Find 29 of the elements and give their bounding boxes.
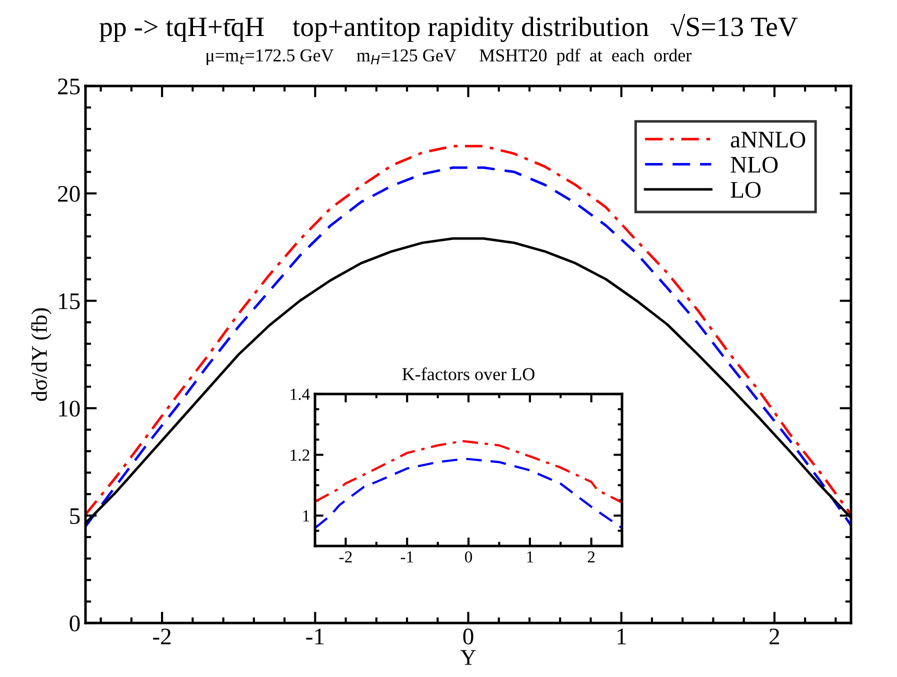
x-tick-label: 2 (770, 628, 780, 644)
line-series (315, 458, 622, 530)
x-tick-label: -1 (306, 628, 324, 644)
y-tick-label: 1.4 (290, 388, 310, 400)
x-tick-label: 1 (618, 628, 626, 644)
y-tick-label: 10 (59, 400, 80, 417)
x-tick-label: -2 (339, 551, 352, 562)
y-tick-label: 0 (70, 615, 80, 632)
y-axis-title: dσ/dY (fb) (31, 308, 52, 401)
x-axis-title: Y (460, 650, 476, 665)
x-tick-label: 1 (527, 551, 534, 562)
legend-label: aNNLO (730, 132, 806, 148)
legend-label: LO (730, 182, 761, 198)
x-tick-label: 2 (588, 551, 595, 562)
y-tick-label: 5 (70, 508, 80, 524)
y-tick-label: 1 (303, 510, 310, 522)
y-tick-label: 15 (59, 293, 80, 310)
x-tick-label: -2 (153, 628, 171, 644)
y-tick-label: 1.2 (290, 450, 310, 461)
x-tick-label: 0 (463, 628, 474, 644)
chart-subtitle: μ=m$_{t}$=172.5 GeV m$_{H}$=125 GeV MSHT20 pdf at each order (206, 48, 692, 66)
legend-label: NLO (730, 156, 778, 173)
line-series (315, 440, 622, 504)
chart-title: pp -> tqH+t̄qH top+antitop rapidity distribution √S=13 TeV (100, 14, 798, 42)
x-tick-label: 0 (464, 551, 472, 563)
x-tick-label: -1 (400, 551, 414, 562)
y-tick-label: 20 (58, 186, 80, 202)
chart-title: K-factors over LO (402, 367, 534, 380)
y-tick-label: 25 (58, 78, 80, 94)
